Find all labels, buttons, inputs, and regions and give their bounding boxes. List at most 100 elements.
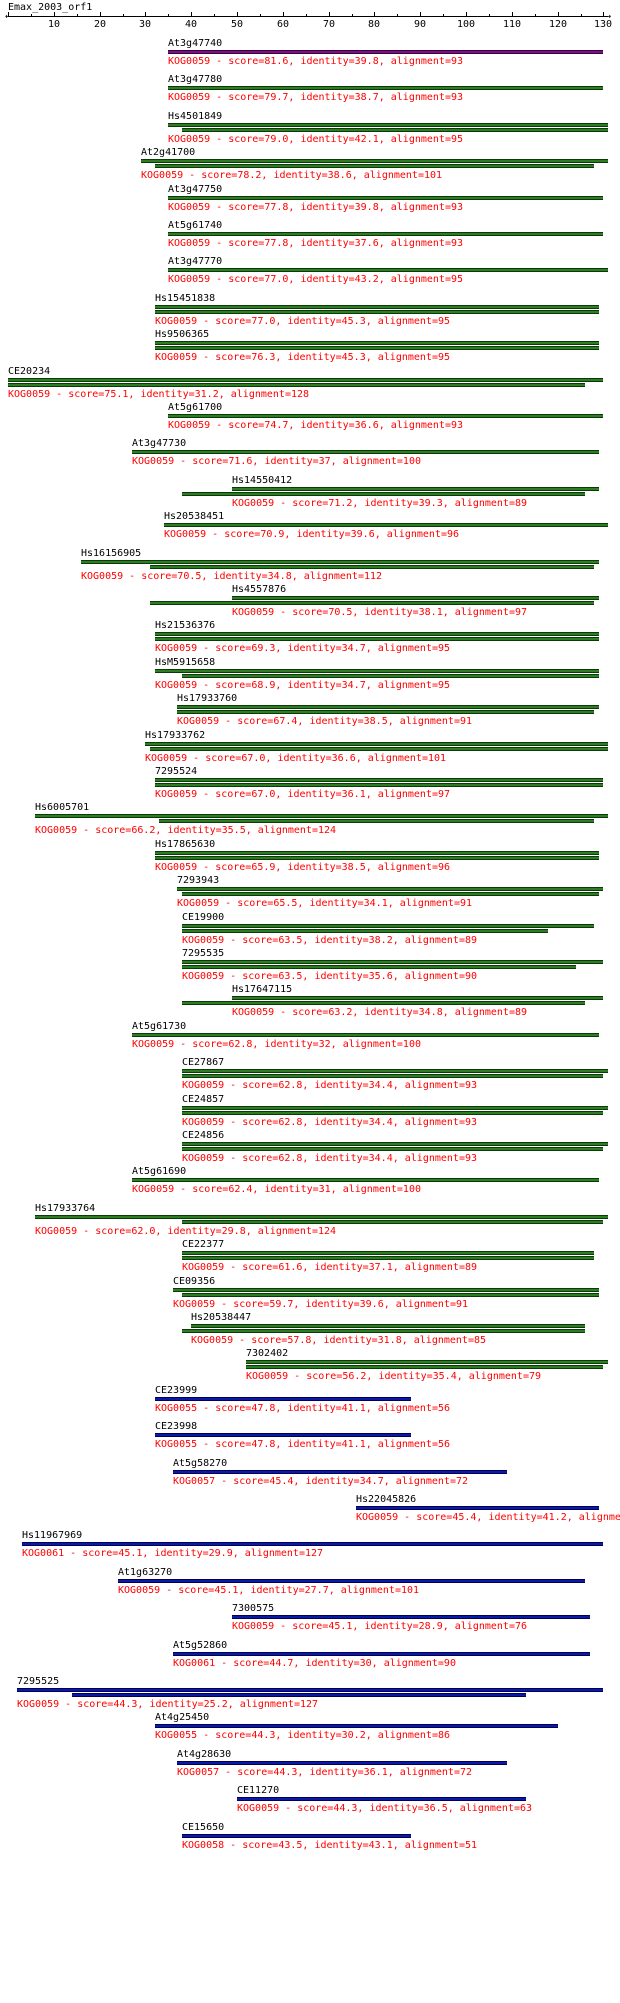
alignment-bar[interactable]	[141, 159, 608, 163]
alignment-bar[interactable]	[232, 596, 599, 600]
hit-name[interactable]: CE27867	[182, 1057, 225, 1068]
hit-name[interactable]: At5g58270	[173, 1458, 228, 1469]
hit-name[interactable]: Hs16156905	[81, 548, 142, 559]
alignment-bar[interactable]	[182, 892, 599, 896]
hit-name[interactable]: HsM5915658	[155, 657, 216, 668]
alignment-bar[interactable]	[159, 819, 594, 823]
alignment-bar[interactable]	[182, 674, 599, 678]
hit-name[interactable]: Hs9506365	[155, 329, 210, 340]
hit-name[interactable]: At4g25450	[155, 1712, 210, 1723]
alignment-bar[interactable]	[8, 378, 603, 382]
alignment-bar[interactable]	[182, 1106, 608, 1110]
alignment-bar[interactable]	[182, 960, 603, 964]
hit-name[interactable]: CE11270	[237, 1785, 280, 1796]
alignment-bar[interactable]	[177, 1761, 507, 1765]
hit-name[interactable]: 7295525	[17, 1676, 60, 1687]
hit-name[interactable]: At3g47780	[168, 74, 223, 85]
hit-name[interactable]: CE23998	[155, 1421, 198, 1432]
hit-name[interactable]: At1g63270	[118, 1567, 173, 1578]
alignment-bar[interactable]	[168, 123, 608, 127]
alignment-bar[interactable]	[232, 1615, 590, 1619]
alignment-bar[interactable]	[232, 996, 603, 1000]
hit-name[interactable]: At4g28630	[177, 1749, 232, 1760]
alignment-bar[interactable]	[173, 1652, 590, 1656]
alignment-bar[interactable]	[182, 1142, 608, 1146]
alignment-bar[interactable]	[155, 164, 594, 168]
alignment-bar[interactable]	[168, 268, 608, 272]
alignment-bar[interactable]	[155, 1433, 411, 1437]
alignment-bar[interactable]	[17, 1688, 603, 1692]
alignment-bar[interactable]	[118, 1579, 585, 1583]
hit-name[interactable]: Hs17933762	[145, 730, 206, 741]
hit-name[interactable]: At5g61730	[132, 1021, 187, 1032]
alignment-bar[interactable]	[132, 1178, 599, 1182]
alignment-bar[interactable]	[155, 310, 599, 314]
alignment-bar[interactable]	[232, 487, 599, 491]
alignment-bar[interactable]	[155, 346, 599, 350]
hit-name[interactable]: At5g61690	[132, 1166, 187, 1177]
alignment-bar[interactable]	[168, 50, 603, 54]
alignment-bar[interactable]	[155, 637, 599, 641]
hit-name[interactable]: Hs21536376	[155, 620, 216, 631]
alignment-bar[interactable]	[81, 560, 599, 564]
alignment-bar[interactable]	[182, 1069, 608, 1073]
hit-name[interactable]: CE23999	[155, 1385, 198, 1396]
alignment-bar[interactable]	[182, 1251, 594, 1255]
hit-name[interactable]: At2g41700	[141, 147, 196, 158]
alignment-bar[interactable]	[155, 1724, 558, 1728]
alignment-bar[interactable]	[132, 450, 599, 454]
alignment-bar[interactable]	[35, 814, 608, 818]
alignment-bar[interactable]	[182, 1111, 603, 1115]
hit-name[interactable]: CE22377	[182, 1239, 225, 1250]
alignment-bar[interactable]	[356, 1506, 599, 1510]
alignment-bar[interactable]	[246, 1365, 603, 1369]
alignment-bar[interactable]	[145, 742, 608, 746]
hit-name[interactable]: Hs20538451	[164, 511, 225, 522]
hit-name[interactable]: Hs6005701	[35, 802, 90, 813]
alignment-bar[interactable]	[191, 1324, 585, 1328]
hit-name[interactable]: 7295535	[182, 948, 225, 959]
alignment-bar[interactable]	[182, 1074, 603, 1078]
alignment-bar[interactable]	[150, 747, 608, 751]
hit-name[interactable]: CE09356	[173, 1276, 216, 1287]
alignment-bar[interactable]	[182, 965, 576, 969]
alignment-bar[interactable]	[182, 1220, 603, 1224]
alignment-bar[interactable]	[182, 128, 608, 132]
alignment-bar[interactable]	[173, 1470, 507, 1474]
alignment-bar[interactable]	[155, 856, 599, 860]
hit-name[interactable]: 7293943	[177, 875, 220, 886]
hit-name[interactable]: At5g61740	[168, 220, 223, 231]
alignment-bar[interactable]	[168, 86, 603, 90]
hit-name[interactable]: Hs22045826	[356, 1494, 417, 1505]
hit-name[interactable]: Hs17647115	[232, 984, 293, 995]
alignment-bar[interactable]	[182, 1256, 594, 1260]
alignment-bar[interactable]	[155, 669, 599, 673]
hit-name[interactable]: Hs14550412	[232, 475, 293, 486]
hit-name[interactable]: CE19900	[182, 912, 225, 923]
hit-name[interactable]: 7295524	[155, 766, 198, 777]
hit-name[interactable]: Hs11967969	[22, 1530, 83, 1541]
alignment-bar[interactable]	[155, 1397, 411, 1401]
alignment-bar[interactable]	[182, 1293, 599, 1297]
hit-name[interactable]: At3g47770	[168, 256, 223, 267]
hit-name[interactable]: Hs20538447	[191, 1312, 252, 1323]
alignment-bar[interactable]	[8, 383, 585, 387]
alignment-bar[interactable]	[182, 924, 594, 928]
alignment-bar[interactable]	[72, 1693, 526, 1697]
hit-name[interactable]: At5g52860	[173, 1640, 228, 1651]
hit-name[interactable]: At3g47750	[168, 184, 223, 195]
hit-name[interactable]: 7300575	[232, 1603, 275, 1614]
hit-name[interactable]: Hs4557876	[232, 584, 287, 595]
hit-name[interactable]: Hs17865630	[155, 839, 216, 850]
alignment-bar[interactable]	[173, 1288, 599, 1292]
alignment-bar[interactable]	[182, 1329, 585, 1333]
hit-name[interactable]: Hs17933760	[177, 693, 238, 704]
alignment-bar[interactable]	[132, 1033, 599, 1037]
alignment-bar[interactable]	[155, 305, 599, 309]
hit-name[interactable]: CE24857	[182, 1094, 225, 1105]
alignment-bar[interactable]	[168, 196, 603, 200]
alignment-bar[interactable]	[35, 1215, 608, 1219]
alignment-bar[interactable]	[155, 851, 599, 855]
alignment-bar[interactable]	[150, 565, 594, 569]
alignment-bar[interactable]	[177, 705, 599, 709]
